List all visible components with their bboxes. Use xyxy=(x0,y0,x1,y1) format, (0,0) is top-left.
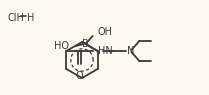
Text: ClH: ClH xyxy=(8,13,25,23)
Text: HN: HN xyxy=(98,46,113,56)
Text: O: O xyxy=(76,71,83,81)
Text: HO: HO xyxy=(54,41,69,51)
Text: H: H xyxy=(27,13,34,23)
Text: OH: OH xyxy=(98,27,113,37)
Text: N: N xyxy=(127,46,134,56)
Text: B: B xyxy=(82,39,89,49)
